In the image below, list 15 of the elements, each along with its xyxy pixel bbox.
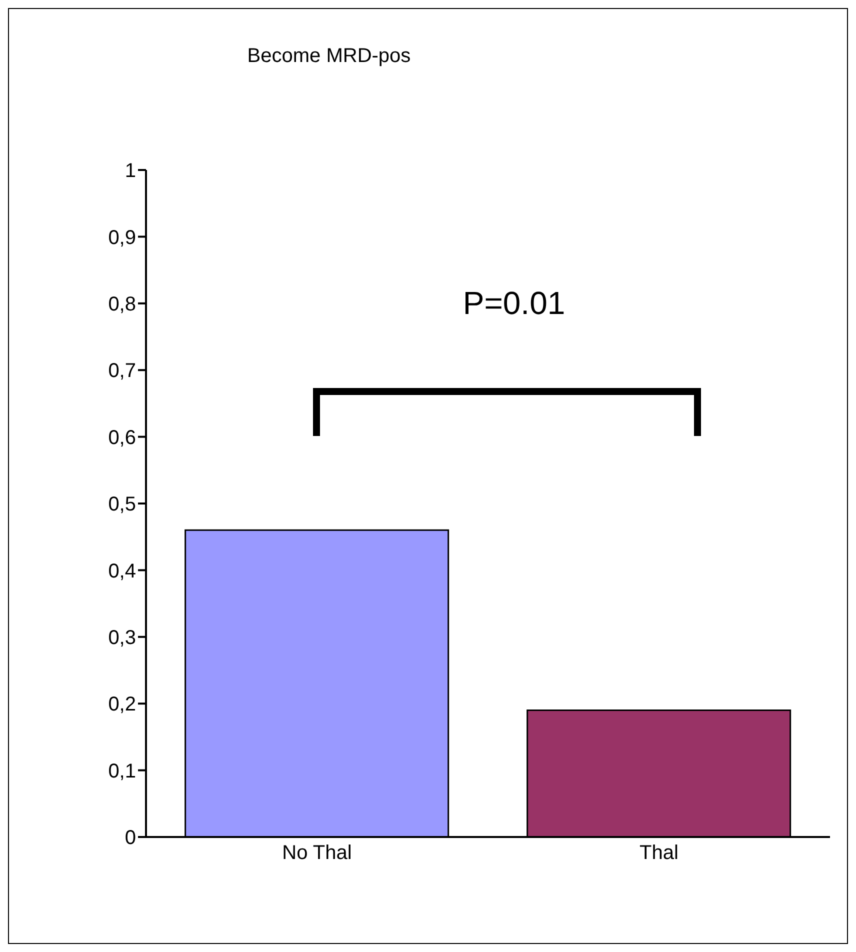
y-tick-label: 0,4	[108, 560, 136, 582]
y-tick-label: 0,7	[108, 360, 136, 382]
y-tick-label: 1	[124, 160, 136, 182]
x-tick-label: Thal	[640, 842, 678, 864]
y-tick-label: 0,2	[108, 694, 136, 716]
y-tick-label: 0,6	[108, 426, 136, 449]
y-tick-label: 0,8	[108, 294, 136, 316]
x-tick-label: No Thal	[282, 842, 352, 864]
annotation: P=0.01	[462, 285, 566, 322]
y-tick-label: 0,3	[108, 627, 136, 649]
chart-title: Become MRD-pos	[246, 45, 412, 68]
y-tick-label: 0	[124, 827, 136, 850]
y-tick-label: 0,1	[108, 760, 136, 782]
y-tick-label: 0,5	[108, 494, 136, 516]
y-tick-label: 0,9	[108, 226, 136, 249]
